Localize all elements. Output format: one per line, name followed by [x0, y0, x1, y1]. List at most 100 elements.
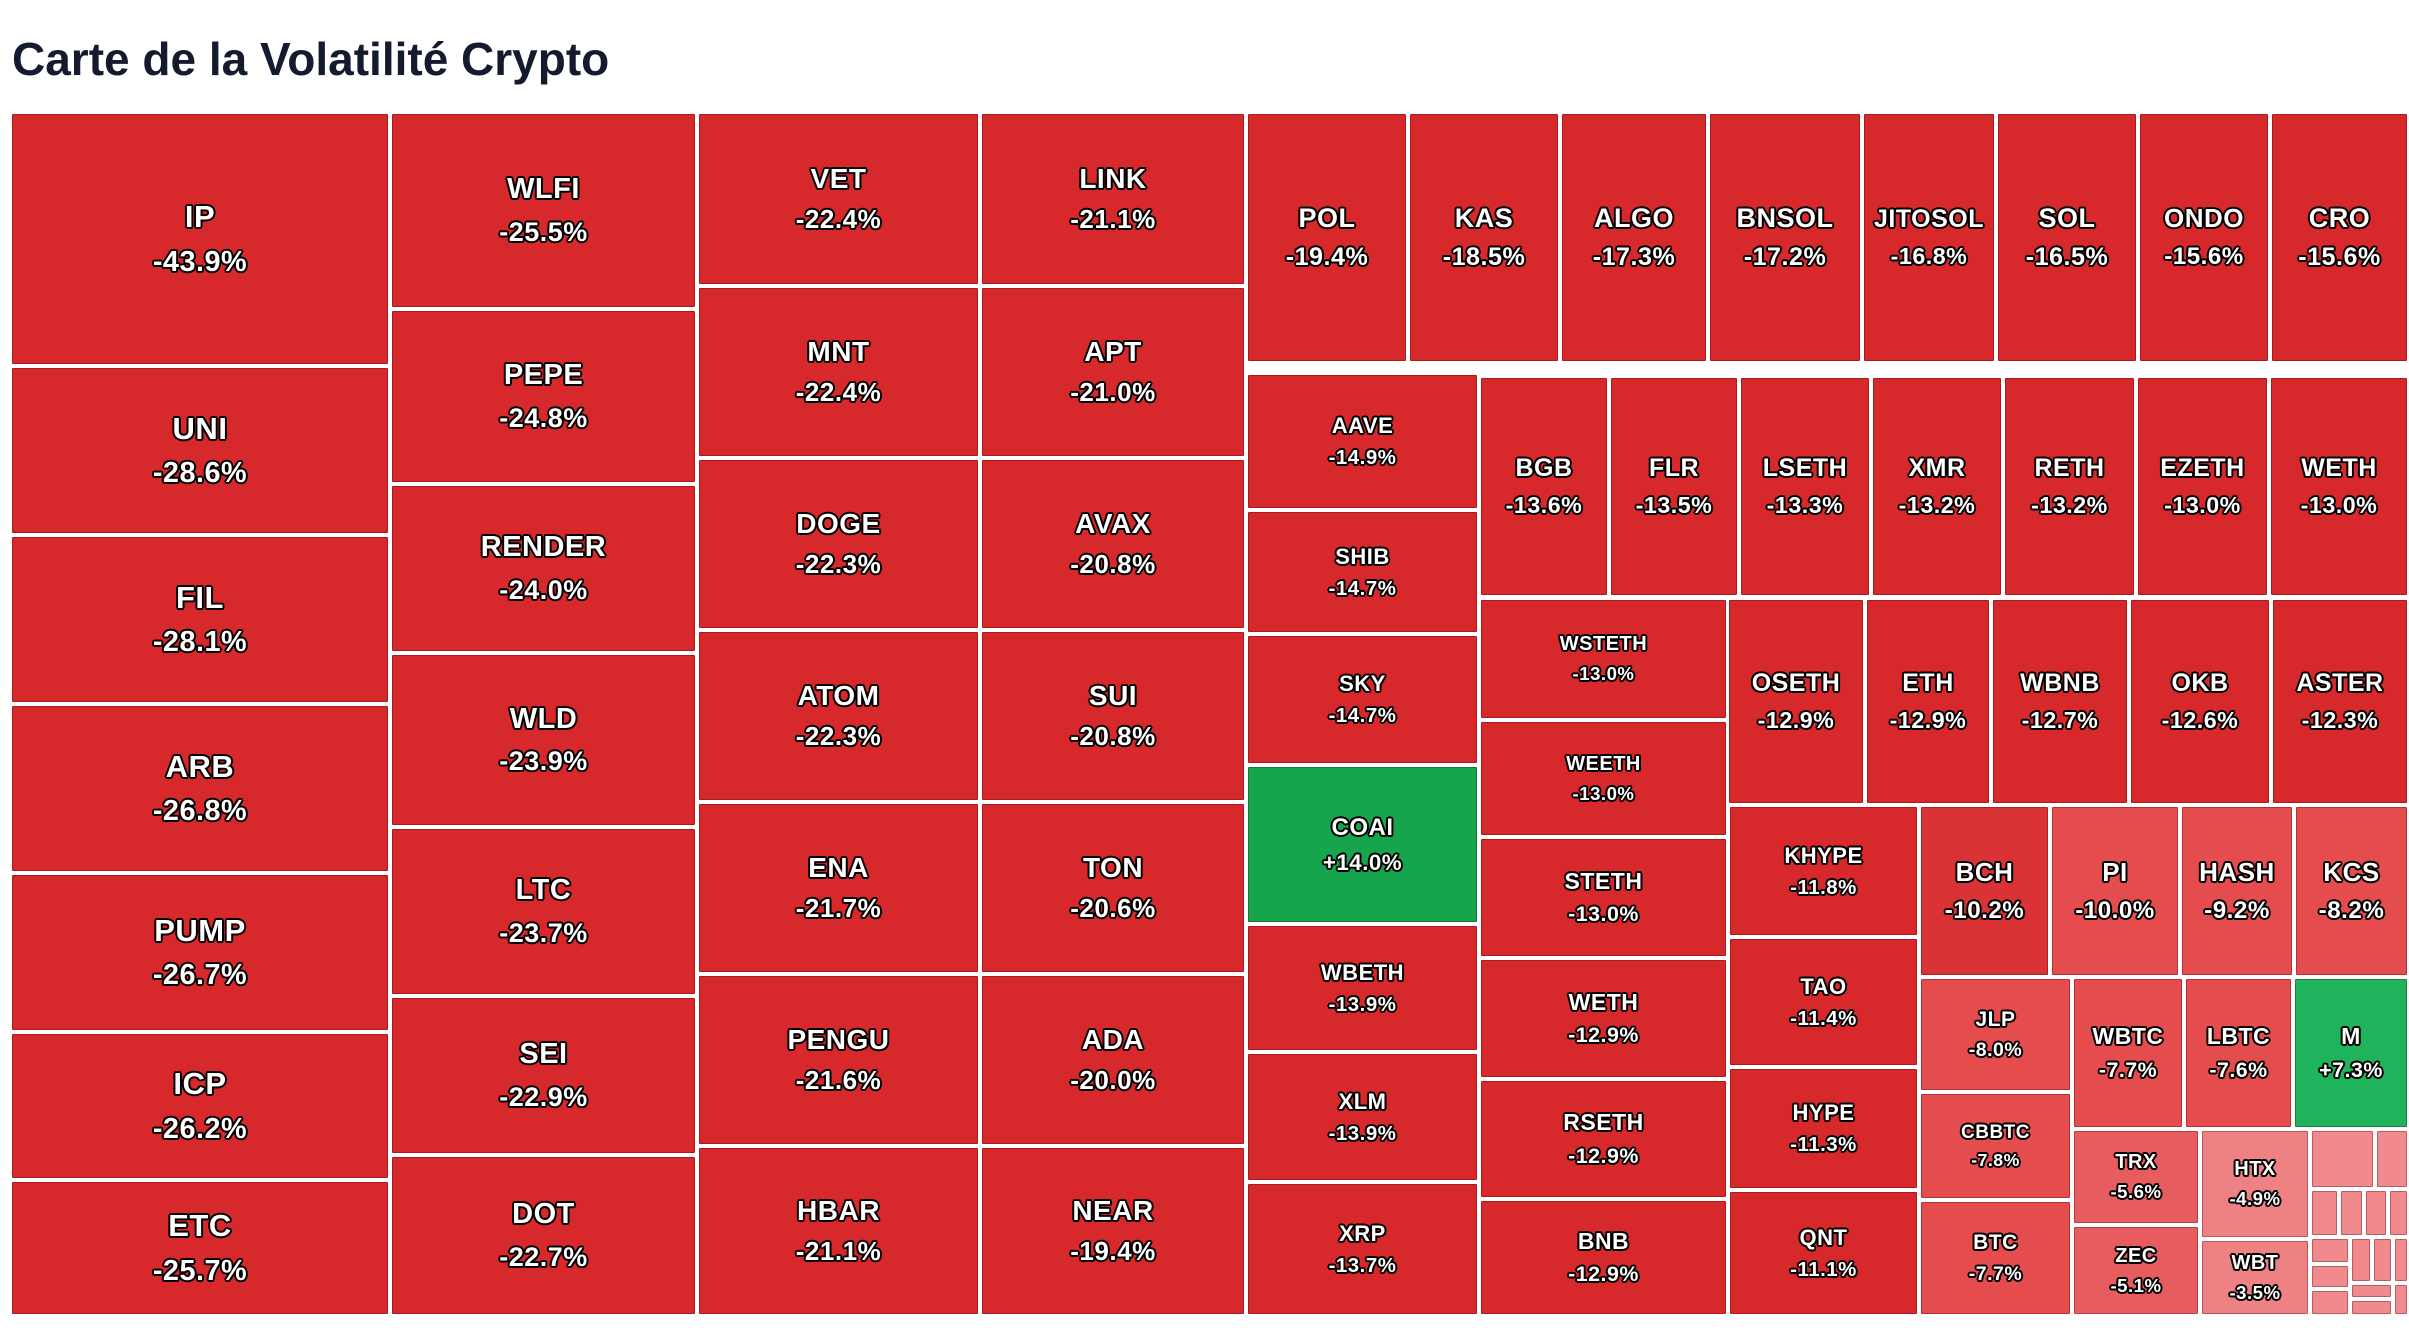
cell-small-8[interactable] [2312, 1266, 2348, 1287]
cell-doge[interactable]: DOGE -22.3% [699, 460, 978, 628]
cell-zec[interactable]: ZEC -5.1% [2074, 1227, 2198, 1314]
cell-symbol: ASTER [2296, 669, 2384, 698]
cell-pump[interactable]: PUMP -26.7% [12, 875, 388, 1030]
cell-coai[interactable]: COAI +14.0% [1248, 767, 1477, 922]
cell-lbtc[interactable]: LBTC -7.6% [2186, 979, 2291, 1127]
cell-small-4[interactable] [2341, 1191, 2362, 1235]
cell-algo[interactable]: ALGO -17.3% [1562, 114, 1706, 361]
cell-small-5[interactable] [2366, 1191, 2386, 1235]
cell-small-9[interactable] [2312, 1291, 2348, 1314]
cell-small-2[interactable] [2377, 1131, 2407, 1187]
cell-near[interactable]: NEAR -19.4% [982, 1148, 1244, 1314]
cell-sui[interactable]: SUI -20.8% [982, 632, 1244, 800]
cell-fil[interactable]: FIL -28.1% [12, 537, 388, 702]
cell-reth[interactable]: RETH -13.2% [2005, 378, 2134, 595]
cell-wbt[interactable]: WBT -3.5% [2202, 1241, 2308, 1314]
cell-wbtc[interactable]: WBTC -7.7% [2074, 979, 2182, 1127]
cell-wsteth[interactable]: WSTETH -13.0% [1481, 600, 1726, 718]
cell-ton[interactable]: TON -20.6% [982, 804, 1244, 972]
cell-symbol: VET [810, 162, 867, 194]
cell-hype[interactable]: HYPE -11.3% [1730, 1069, 1917, 1188]
cell-sei[interactable]: SEI -22.9% [392, 998, 695, 1153]
cell-ondo[interactable]: ONDO -15.6% [2140, 114, 2268, 361]
cell-btc[interactable]: BTC -7.7% [1921, 1202, 2070, 1314]
cell-small-14[interactable] [2352, 1301, 2391, 1314]
cell-shib[interactable]: SHIB -14.7% [1248, 512, 1477, 632]
cell-change: -11.3% [1790, 1133, 1857, 1157]
cell-small-1[interactable] [2312, 1131, 2373, 1187]
cell-dot[interactable]: DOT -22.7% [392, 1157, 695, 1314]
cell-avax[interactable]: AVAX -20.8% [982, 460, 1244, 628]
cell-aave[interactable]: AAVE -14.9% [1248, 375, 1477, 508]
cell-bnb[interactable]: BNB -12.9% [1481, 1201, 1726, 1314]
cell-xmr[interactable]: XMR -13.2% [1873, 378, 2001, 595]
cell-wld[interactable]: WLD -23.9% [392, 655, 695, 825]
cell-weth[interactable]: WETH -12.9% [1481, 960, 1726, 1077]
cell-wbnb[interactable]: WBNB -12.7% [1993, 600, 2127, 803]
cell-small-10[interactable] [2352, 1239, 2370, 1281]
cell-eth[interactable]: ETH -12.9% [1867, 600, 1989, 803]
cell-vet[interactable]: VET -22.4% [699, 114, 978, 284]
cell-hash[interactable]: HASH -9.2% [2182, 807, 2292, 975]
cell-trx[interactable]: TRX -5.6% [2074, 1131, 2198, 1223]
cell-ip[interactable]: IP -43.9% [12, 114, 388, 364]
cell-pol[interactable]: POL -19.4% [1248, 114, 1406, 361]
cell-bch[interactable]: BCH -10.2% [1921, 807, 2048, 975]
cell-icp[interactable]: ICP -26.2% [12, 1034, 388, 1178]
cell-change: -20.8% [1070, 549, 1156, 580]
cell-xrp[interactable]: XRP -13.7% [1248, 1184, 1477, 1314]
cell-small-7[interactable] [2312, 1239, 2348, 1262]
cell-symbol: SKY [1339, 671, 1386, 697]
cell-aster[interactable]: ASTER -12.3% [2273, 600, 2407, 803]
cell-htx[interactable]: HTX -4.9% [2202, 1131, 2308, 1237]
cell-pi[interactable]: PI -10.0% [2052, 807, 2178, 975]
cell-kas[interactable]: KAS -18.5% [1410, 114, 1558, 361]
cell-ada[interactable]: ADA -20.0% [982, 976, 1244, 1144]
cell-bgb[interactable]: BGB -13.6% [1481, 378, 1607, 595]
cell-sol[interactable]: SOL -16.5% [1998, 114, 2136, 361]
cell-lseth[interactable]: LSETH -13.3% [1741, 378, 1869, 595]
cell-cbbtc[interactable]: CBBTC -7.8% [1921, 1094, 2070, 1198]
cell-symbol: JLP [1975, 1007, 2016, 1031]
cell-small-3[interactable] [2312, 1191, 2337, 1235]
cell-small-12[interactable] [2395, 1239, 2407, 1281]
cell-ena[interactable]: ENA -21.7% [699, 804, 978, 972]
cell-small-15[interactable] [2395, 1285, 2407, 1314]
cell-sky[interactable]: SKY -14.7% [1248, 636, 1477, 763]
cell-m[interactable]: M +7.3% [2295, 979, 2407, 1127]
cell-ezeth[interactable]: EZETH -13.0% [2138, 378, 2267, 595]
cell-ltc[interactable]: LTC -23.7% [392, 829, 695, 994]
cell-wbeth[interactable]: WBETH -13.9% [1248, 926, 1477, 1050]
cell-uni[interactable]: UNI -28.6% [12, 368, 388, 533]
cell-weeth[interactable]: WEETH -13.0% [1481, 722, 1726, 835]
cell-atom[interactable]: ATOM -22.3% [699, 632, 978, 800]
cell-link[interactable]: LINK -21.1% [982, 114, 1244, 284]
cell-xlm[interactable]: XLM -13.9% [1248, 1054, 1477, 1180]
cell-wlfi[interactable]: WLFI -25.5% [392, 114, 695, 307]
cell-okb[interactable]: OKB -12.6% [2131, 600, 2269, 803]
cell-qnt[interactable]: QNT -11.1% [1730, 1192, 1917, 1314]
cell-rseth[interactable]: RSETH -12.9% [1481, 1081, 1726, 1197]
cell-etc[interactable]: ETC -25.7% [12, 1182, 388, 1314]
cell-small-11[interactable] [2374, 1239, 2391, 1281]
cell-kcs[interactable]: KCS -8.2% [2296, 807, 2407, 975]
cell-render[interactable]: RENDER -24.0% [392, 486, 695, 651]
cell-weth[interactable]: WETH -13.0% [2271, 378, 2407, 595]
cell-tao[interactable]: TAO -11.4% [1730, 939, 1917, 1065]
cell-flr[interactable]: FLR -13.5% [1611, 378, 1737, 595]
cell-cro[interactable]: CRO -15.6% [2272, 114, 2407, 361]
cell-pepe[interactable]: PEPE -24.8% [392, 311, 695, 482]
cell-jitosol[interactable]: JITOSOL -16.8% [1864, 114, 1994, 361]
cell-khype[interactable]: KHYPE -11.8% [1730, 807, 1917, 935]
cell-bnsol[interactable]: BNSOL -17.2% [1710, 114, 1860, 361]
cell-steth[interactable]: STETH -13.0% [1481, 839, 1726, 956]
cell-apt[interactable]: APT -21.0% [982, 288, 1244, 456]
cell-small-6[interactable] [2390, 1191, 2407, 1235]
cell-hbar[interactable]: HBAR -21.1% [699, 1148, 978, 1314]
cell-oseth[interactable]: OSETH -12.9% [1729, 600, 1863, 803]
cell-pengu[interactable]: PENGU -21.6% [699, 976, 978, 1144]
cell-jlp[interactable]: JLP -8.0% [1921, 979, 2070, 1090]
cell-arb[interactable]: ARB -26.8% [12, 706, 388, 871]
cell-small-13[interactable] [2352, 1285, 2391, 1297]
cell-mnt[interactable]: MNT -22.4% [699, 288, 978, 456]
